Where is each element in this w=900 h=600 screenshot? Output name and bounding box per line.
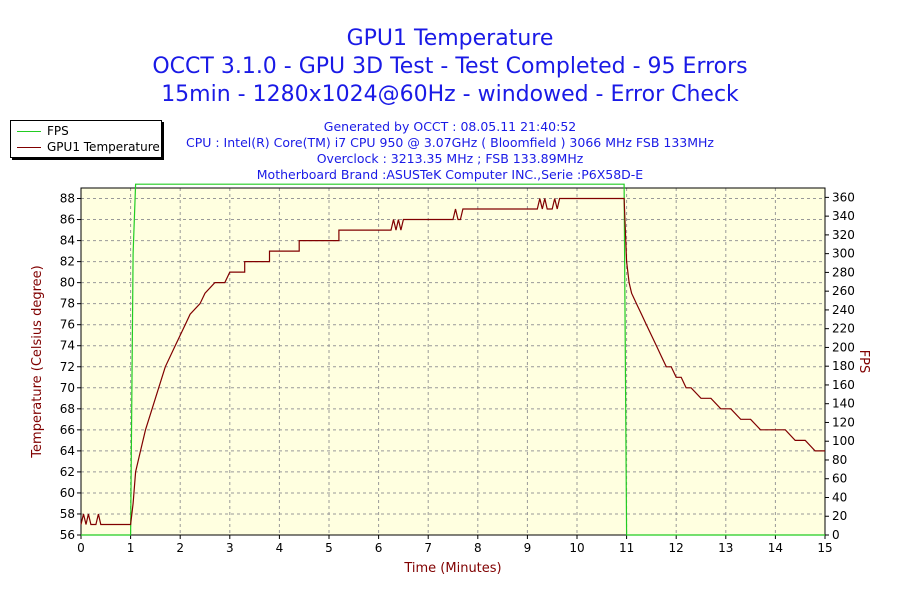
chart-title: GPU1 Temperature [346, 26, 554, 51]
x-tick-label: 13 [718, 541, 733, 555]
y2-tick-label: 40 [832, 490, 847, 504]
y2-tick-label: 80 [832, 453, 847, 467]
legend-item-fps: FPS [17, 124, 69, 138]
x-tick-label: 11 [619, 541, 634, 555]
series-line-fps [81, 183, 825, 536]
y2-tick-label: 60 [832, 472, 847, 486]
y2-tick-label: 240 [832, 303, 855, 317]
y-axis-label: Temperature (Celsius degree) [30, 265, 45, 458]
plot-area [81, 188, 825, 535]
y-tick-label: 60 [60, 486, 75, 500]
y2-tick-label: 160 [832, 378, 855, 392]
y-tick-label: 88 [60, 192, 75, 206]
y2-tick-label: 140 [832, 397, 855, 411]
y2-tick-label: 120 [832, 415, 855, 429]
chart-subtitle-settings: 15min - 1280x1024@60Hz - windowed - Erro… [161, 82, 739, 107]
legend-label-fps: FPS [47, 124, 69, 138]
x-tick-label: 4 [276, 541, 284, 555]
info-generated: Generated by OCCT : 08.05.11 21:40:52 [323, 119, 577, 134]
y-tick-label: 56 [60, 528, 75, 542]
y-tick-label: 84 [60, 234, 75, 248]
x-tick-label: 2 [176, 541, 184, 555]
y-tick-label: 66 [60, 423, 75, 437]
y-tick-label: 72 [60, 360, 75, 374]
y2-tick-label: 260 [832, 284, 855, 298]
y-tick-label: 74 [60, 339, 75, 353]
y-tick-label: 58 [60, 507, 75, 521]
chart-legend: FPS GPU1 Temperature [10, 120, 162, 158]
y-tick-label: 78 [60, 297, 75, 311]
info-cpu: CPU : Intel(R) Core(TM) i7 CPU 950 @ 3.0… [185, 135, 714, 150]
x-tick-label: 3 [226, 541, 234, 555]
x-tick-label: 9 [524, 541, 532, 555]
x-axis-label: Time (Minutes) [403, 561, 501, 576]
x-tick-label: 0 [77, 541, 85, 555]
series-line-temperature [80, 197, 825, 526]
x-tick-label: 15 [817, 541, 832, 555]
x-tick-label: 14 [768, 541, 783, 555]
info-overclock: Overclock : 3213.35 MHz ; FSB 133.89MHz [316, 151, 584, 166]
y2-tick-label: 360 [832, 190, 855, 204]
y-tick-label: 82 [60, 255, 75, 269]
x-tick-label: 10 [569, 541, 584, 555]
y2-tick-label: 220 [832, 322, 855, 336]
info-motherboard: Motherboard Brand :ASUSTeK Computer INC.… [256, 167, 644, 182]
y2-tick-label: 100 [832, 434, 855, 448]
y2-tick-label: 280 [832, 265, 855, 279]
y-tick-label: 86 [60, 213, 75, 227]
chart-subtitle-test: OCCT 3.1.0 - GPU 3D Test - Test Complete… [152, 54, 748, 79]
y2-tick-label: 340 [832, 209, 855, 223]
legend-label-temperature: GPU1 Temperature [47, 140, 160, 154]
x-tick-label: 5 [325, 541, 333, 555]
y-tick-label: 64 [60, 444, 75, 458]
y2-tick-label: 320 [832, 228, 855, 242]
x-tick-label: 8 [474, 541, 482, 555]
y2-tick-label: 200 [832, 340, 855, 354]
x-tick-label: 12 [669, 541, 684, 555]
plot-frame [80, 187, 826, 536]
y-tick-label: 70 [60, 381, 75, 395]
y-tick-label: 80 [60, 276, 75, 290]
x-tick-label: 6 [375, 541, 383, 555]
y2-axis-label: FPS [856, 350, 871, 374]
x-tick-label: 7 [424, 541, 432, 555]
y2-tick-label: 20 [832, 509, 847, 523]
y-tick-label: 62 [60, 465, 75, 479]
legend-item-temperature: GPU1 Temperature [17, 140, 160, 154]
y-tick-label: 76 [60, 318, 75, 332]
x-tick-label: 1 [127, 541, 135, 555]
y2-tick-label: 0 [832, 528, 840, 542]
y2-tick-label: 180 [832, 359, 855, 373]
y-tick-label: 68 [60, 402, 75, 416]
legend-swatch-fps [17, 130, 41, 132]
legend-swatch-temperature [17, 146, 41, 148]
y2-tick-label: 300 [832, 247, 855, 261]
